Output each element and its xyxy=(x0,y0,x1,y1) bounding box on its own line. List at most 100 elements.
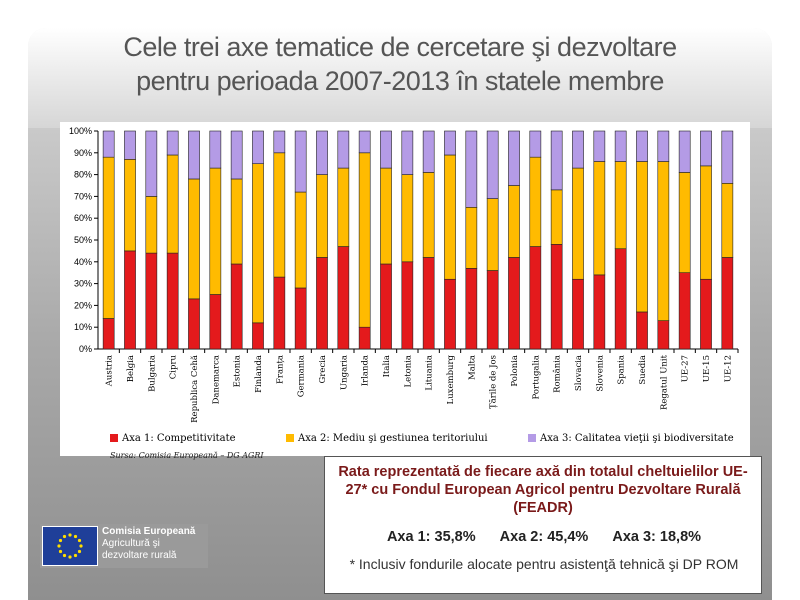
legend-swatch-axa2 xyxy=(286,434,294,442)
bar-segment-axa2 xyxy=(166,154,179,254)
bar-segment-axa3 xyxy=(401,130,414,175)
bar-segment-axa2 xyxy=(294,191,307,289)
bar-segment-axa3 xyxy=(230,130,243,180)
bar-segment-axa3 xyxy=(188,130,200,180)
bar-segment-axa1 xyxy=(550,244,563,350)
bar-segment-axa3 xyxy=(572,130,584,169)
y-tick-label: 10% xyxy=(74,322,92,332)
bar-segment-axa2 xyxy=(572,167,584,280)
bar-segment-axa3 xyxy=(678,130,691,173)
bar-segment-axa2 xyxy=(593,161,606,276)
legend-label-axa1: Axa 1: Competitivitate xyxy=(122,433,236,444)
x-category-label: Regatul Unit xyxy=(659,354,669,410)
legend-item-axa1: Axa 1: Competitivitate xyxy=(110,433,236,444)
bar-segment-axa3 xyxy=(102,130,115,158)
bar-segment-axa1 xyxy=(572,278,584,350)
y-tick-label: 50% xyxy=(74,235,92,245)
x-category-label: Letonia xyxy=(403,355,413,387)
x-category-label: Luxemburg xyxy=(446,354,456,404)
x-category-label: Polonia xyxy=(510,355,520,387)
bar-segment-axa2 xyxy=(273,152,286,278)
bar-segment-axa2 xyxy=(614,161,627,250)
bar-segment-axa1 xyxy=(529,246,542,350)
x-category-label: Țările de Jos xyxy=(488,355,499,409)
bar-segment-axa1 xyxy=(700,278,712,350)
x-category-label: UE-27 xyxy=(681,355,691,382)
x-category-label: Republica Cehă xyxy=(189,355,200,423)
bar-segment-axa3 xyxy=(124,130,136,160)
y-tick-label: 60% xyxy=(74,213,92,223)
bar-segment-axa3 xyxy=(294,130,307,193)
x-category-label: Belgia xyxy=(126,355,136,382)
bar-segment-axa1 xyxy=(614,248,627,350)
x-category-label: Malta xyxy=(467,355,477,380)
logo-text: Comisia Europeană Agricultură şi dezvolt… xyxy=(102,526,208,562)
bar-segment-axa2 xyxy=(102,156,115,319)
bar-segment-axa1 xyxy=(337,246,350,350)
bar-segment-axa1 xyxy=(593,274,606,350)
chart-legend: Axa 1: Competitivitate Axa 2: Mediu şi g… xyxy=(110,433,750,447)
bar-segment-axa2 xyxy=(188,178,200,300)
bar-segment-axa3 xyxy=(550,130,563,191)
bar-segment-axa2 xyxy=(550,189,563,245)
slide-title: Cele trei axe tematice de cercetare şi d… xyxy=(40,30,760,98)
legend-label-axa3: Axa 3: Calitatea vieţii şi biodiversitat… xyxy=(540,433,734,444)
x-category-label: Slovenia xyxy=(595,355,605,392)
bar-segment-axa2 xyxy=(337,167,350,247)
bar-segment-axa3 xyxy=(444,130,456,156)
bar-segment-axa3 xyxy=(465,130,478,208)
bar-segment-axa2 xyxy=(444,154,456,280)
bar-segment-axa3 xyxy=(422,130,435,173)
bar-segment-axa1 xyxy=(721,257,734,350)
bar-segment-axa1 xyxy=(294,287,307,350)
logo-line-3: dezvoltare rurală xyxy=(102,550,177,561)
summary-axa3: Axa 3: 18,8% xyxy=(612,529,702,545)
bar-segment-axa2 xyxy=(252,163,264,324)
y-tick-label: 70% xyxy=(74,191,92,201)
bar-segment-axa3 xyxy=(657,130,670,162)
bar-segment-axa1 xyxy=(657,320,670,350)
summary-axes-row: Axa 1: 35,8% Axa 2: 45,4% Axa 3: 18,8% xyxy=(325,529,763,545)
x-category-label: Slovacia xyxy=(574,355,584,391)
summary-footnote: * Inclusiv fondurile alocate pentru asis… xyxy=(349,556,739,572)
bar-segment-axa1 xyxy=(678,272,691,350)
summary-axa2: Axa 2: 45,4% xyxy=(499,529,589,545)
x-category-label: Estonia xyxy=(233,355,243,387)
legend-item-axa2: Axa 2: Mediu şi gestiunea teritoriului xyxy=(286,433,488,444)
bar-segment-axa2 xyxy=(209,167,222,295)
bar-segment-axa1 xyxy=(636,311,648,350)
bar-segment-axa3 xyxy=(273,130,286,154)
bar-segment-axa3 xyxy=(721,130,734,184)
bar-segment-axa3 xyxy=(316,130,328,175)
bar-segment-axa2 xyxy=(508,185,520,258)
bar-segment-axa3 xyxy=(380,130,392,169)
summary-axa1: Axa 1: 35,8% xyxy=(386,529,476,545)
bar-segment-axa2 xyxy=(124,159,136,252)
y-tick-label: 0% xyxy=(79,344,92,354)
bar-segment-axa3 xyxy=(593,130,606,162)
y-tick-label: 90% xyxy=(74,148,92,158)
bar-segment-axa1 xyxy=(358,326,371,350)
bar-segment-axa2 xyxy=(422,172,435,258)
bar-segment-axa3 xyxy=(529,130,542,158)
bar-segment-axa3 xyxy=(508,130,520,186)
x-category-label: Cipru xyxy=(169,354,179,379)
bar-segment-axa1 xyxy=(230,263,243,350)
eu-flag-icon xyxy=(42,526,98,566)
bar-segment-axa2 xyxy=(636,161,648,313)
chart-panel: 0% 10% 20% 30% 40% 50% 60% 70% 80% 90% 100% Austria… xyxy=(60,122,750,456)
bar-segment-axa2 xyxy=(380,167,392,265)
bar-segment-axa1 xyxy=(145,252,158,350)
x-category-label: UE-15 xyxy=(702,355,712,382)
header-band xyxy=(28,28,772,128)
bar-segment-axa3 xyxy=(145,130,158,197)
bar-segment-axa3 xyxy=(209,130,222,169)
x-category-label: Franța xyxy=(275,355,285,384)
x-category-label: Danemarca xyxy=(211,355,221,404)
bar-segment-axa1 xyxy=(444,278,456,350)
bar-segment-axa2 xyxy=(358,152,371,328)
x-category-label: România xyxy=(552,355,563,393)
x-category-label: Irlanda xyxy=(361,355,371,386)
bar-segment-axa2 xyxy=(700,165,712,280)
bar-segment-axa2 xyxy=(145,196,158,254)
